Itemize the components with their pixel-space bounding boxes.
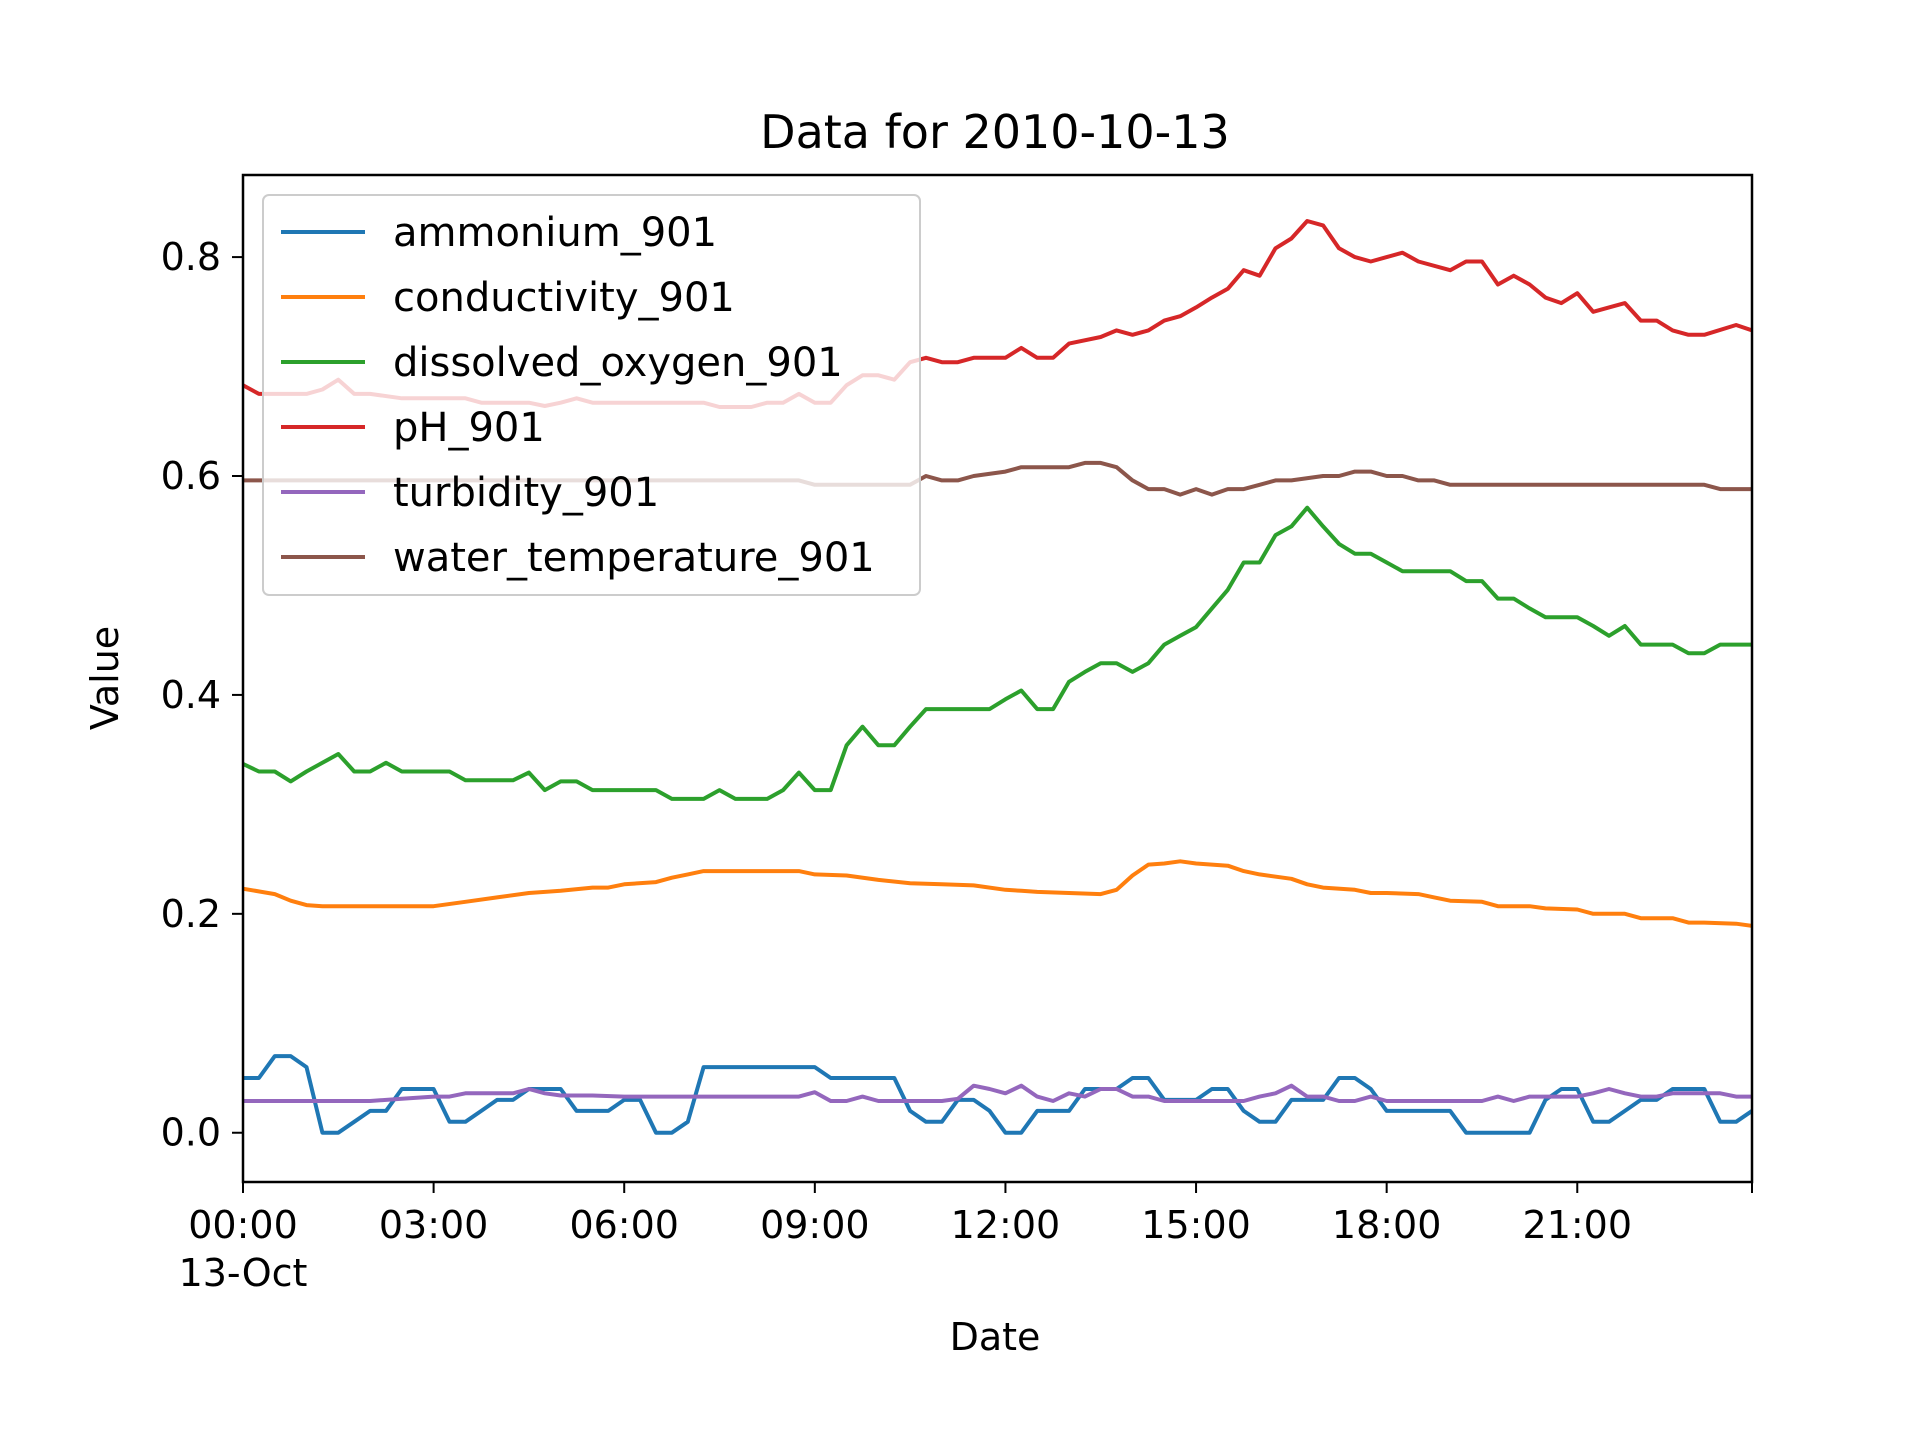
- x-tick-label: 21:00: [1523, 1203, 1633, 1247]
- legend-label-water-temperature-901: water_temperature_901: [393, 535, 875, 581]
- x-tick-sublabel: 13-Oct: [179, 1251, 308, 1295]
- x-tick-label: 00:00: [188, 1203, 298, 1247]
- plot-frame: [241, 173, 1754, 1184]
- y-axis: 0.0 0.2 0.4 0.6 0.8: [161, 235, 243, 1155]
- y-tick-label: 0.0: [161, 1111, 221, 1155]
- series-line-ammonium-901: [243, 1054, 1752, 1135]
- series-line-dissolved-oxygen-901: [243, 505, 1752, 801]
- legend-label-dissolved-oxygen-901: dissolved_oxygen_901: [393, 340, 843, 386]
- y-tick-label: 0.6: [161, 454, 221, 498]
- y-tick-label: 0.8: [161, 235, 221, 279]
- x-tick-label: 12:00: [951, 1203, 1061, 1247]
- chart-title: Data for 2010-10-13: [760, 105, 1230, 159]
- legend-label-turbidity-901: turbidity_901: [393, 470, 659, 516]
- x-tick-label: 03:00: [379, 1203, 489, 1247]
- x-tick-label: 06:00: [569, 1203, 679, 1247]
- x-tick-label: 18:00: [1332, 1203, 1442, 1247]
- y-axis-label: Value: [83, 626, 127, 730]
- legend-label-ph-901: pH_901: [393, 405, 545, 451]
- series-line-conductivity-901: [243, 859, 1752, 928]
- x-axis-label: Date: [950, 1315, 1041, 1359]
- series-line-turbidity-901: [243, 1083, 1752, 1103]
- y-tick-label: 0.4: [161, 673, 221, 717]
- x-tick-label: 15:00: [1141, 1203, 1251, 1247]
- legend-label-conductivity-901: conductivity_901: [393, 275, 735, 321]
- legend: ammonium_901 conductivity_901 dissolved_ox…: [262, 194, 921, 596]
- legend-label-ammonium-901: ammonium_901: [393, 210, 717, 256]
- y-tick-label: 0.2: [161, 892, 221, 936]
- x-tick-label: 09:00: [760, 1203, 870, 1247]
- legend-box: [262, 194, 921, 596]
